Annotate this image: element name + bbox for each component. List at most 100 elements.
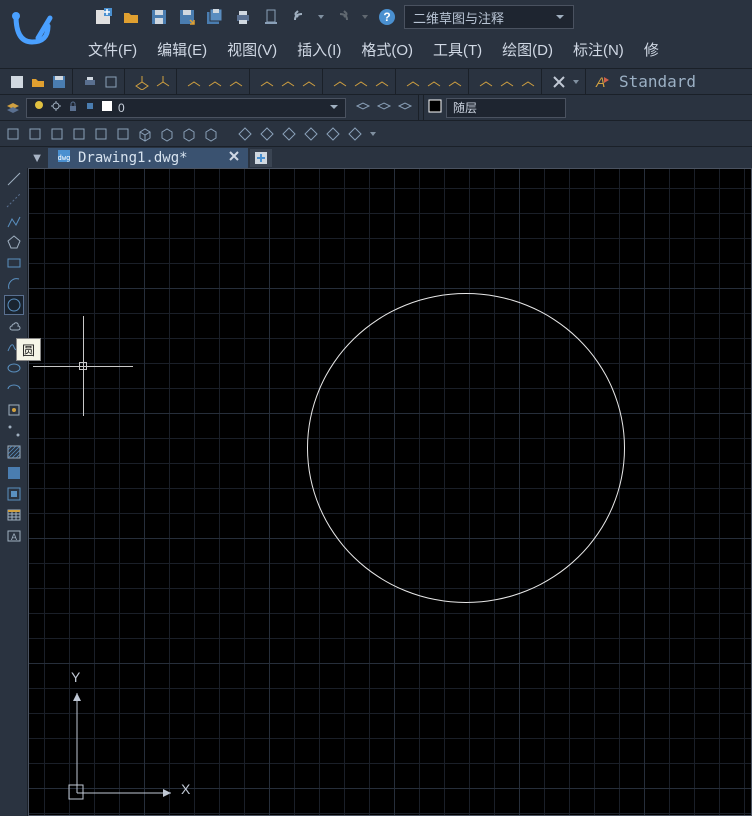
iso12-btn[interactable] bbox=[404, 73, 422, 91]
print-icon[interactable] bbox=[232, 6, 254, 28]
menu-dimension[interactable]: 标注(N) bbox=[573, 39, 624, 60]
revcloud-tool[interactable] bbox=[5, 317, 23, 335]
iso15-btn[interactable] bbox=[477, 73, 495, 91]
document-tab[interactable]: dwg Drawing1.dwg* bbox=[48, 148, 248, 168]
menu-insert[interactable]: 插入(I) bbox=[297, 39, 341, 60]
menu-draw[interactable]: 绘图(D) bbox=[502, 39, 553, 60]
vc8[interactable] bbox=[158, 125, 176, 143]
close-caret[interactable] bbox=[571, 73, 581, 91]
vc9[interactable] bbox=[180, 125, 198, 143]
iso1-btn[interactable] bbox=[133, 73, 151, 91]
text-tool[interactable]: A bbox=[5, 527, 23, 545]
block-tool[interactable] bbox=[5, 401, 23, 419]
layer-manager-icon[interactable] bbox=[4, 99, 22, 117]
hatch-tool[interactable] bbox=[5, 443, 23, 461]
iso5-btn[interactable] bbox=[227, 73, 245, 91]
vc7[interactable] bbox=[136, 125, 154, 143]
dia-caret[interactable] bbox=[368, 125, 378, 143]
undo-caret[interactable] bbox=[316, 6, 326, 28]
line-tool[interactable] bbox=[5, 170, 23, 188]
redo-icon[interactable] bbox=[332, 6, 354, 28]
dia3[interactable] bbox=[280, 125, 298, 143]
vc1[interactable] bbox=[4, 125, 22, 143]
dia2[interactable] bbox=[258, 125, 276, 143]
undo-icon[interactable] bbox=[288, 6, 310, 28]
new-icon[interactable] bbox=[92, 6, 114, 28]
rectangle-tool[interactable] bbox=[5, 254, 23, 272]
vc10[interactable] bbox=[202, 125, 220, 143]
table-tool[interactable] bbox=[5, 506, 23, 524]
dia4[interactable] bbox=[302, 125, 320, 143]
gradient-tool[interactable] bbox=[5, 464, 23, 482]
redo-caret[interactable] bbox=[360, 6, 370, 28]
iso8-btn[interactable] bbox=[300, 73, 318, 91]
dia6[interactable] bbox=[346, 125, 364, 143]
save-btn[interactable] bbox=[50, 73, 68, 91]
new-btn[interactable] bbox=[8, 73, 26, 91]
ucs-icon: X Y bbox=[51, 673, 191, 803]
polyline-tool[interactable] bbox=[5, 212, 23, 230]
open-btn[interactable] bbox=[29, 73, 47, 91]
iso9-btn[interactable] bbox=[331, 73, 349, 91]
close-icon[interactable] bbox=[228, 150, 240, 166]
iso14-btn[interactable] bbox=[446, 73, 464, 91]
polygon-tool[interactable] bbox=[5, 233, 23, 251]
menu-tools[interactable]: 工具(T) bbox=[433, 39, 482, 60]
iso13-btn[interactable] bbox=[425, 73, 443, 91]
iso16-btn[interactable] bbox=[498, 73, 516, 91]
iso11-btn[interactable] bbox=[373, 73, 391, 91]
lay1-btn[interactable] bbox=[354, 99, 372, 117]
print-preview-btn[interactable] bbox=[102, 73, 120, 91]
close-x-btn[interactable] bbox=[550, 73, 568, 91]
main-area: A X Y bbox=[0, 168, 752, 816]
drawn-circle[interactable] bbox=[307, 293, 625, 603]
iso6-btn[interactable] bbox=[258, 73, 276, 91]
lay2-btn[interactable] bbox=[375, 99, 393, 117]
plot-icon[interactable] bbox=[260, 6, 282, 28]
region-tool[interactable] bbox=[5, 485, 23, 503]
save-icon[interactable] bbox=[148, 6, 170, 28]
dia5[interactable] bbox=[324, 125, 342, 143]
ellipse-tool[interactable] bbox=[5, 359, 23, 377]
dwg-icon: dwg bbox=[56, 148, 72, 168]
menu-file[interactable]: 文件(F) bbox=[88, 39, 137, 60]
app-logo[interactable] bbox=[4, 4, 58, 54]
menu-view[interactable]: 视图(V) bbox=[227, 39, 277, 60]
menu-edit[interactable]: 编辑(E) bbox=[157, 39, 207, 60]
tab-add-button[interactable] bbox=[250, 149, 272, 167]
menu-format[interactable]: 格式(O) bbox=[361, 39, 413, 60]
vc6[interactable] bbox=[114, 125, 132, 143]
open-icon[interactable] bbox=[120, 6, 142, 28]
tab-caret-icon[interactable]: ▼ bbox=[30, 151, 44, 165]
arc-tool[interactable] bbox=[5, 275, 23, 293]
menu-modify[interactable]: 修 bbox=[644, 39, 659, 60]
save-all-icon[interactable] bbox=[204, 6, 226, 28]
layer-dropdown[interactable]: 0 bbox=[26, 98, 346, 118]
saveas-icon[interactable] bbox=[176, 6, 198, 28]
vc5[interactable] bbox=[92, 125, 110, 143]
ellipse-arc-tool[interactable] bbox=[5, 380, 23, 398]
toolbar-row-2: 0 随层 bbox=[0, 94, 752, 120]
bulb-icon bbox=[33, 100, 45, 115]
vc2[interactable] bbox=[26, 125, 44, 143]
drawing-canvas[interactable]: X Y bbox=[28, 168, 752, 816]
iso3-btn[interactable] bbox=[185, 73, 203, 91]
dia1[interactable] bbox=[236, 125, 254, 143]
lay3-btn[interactable] bbox=[396, 99, 414, 117]
iso2-btn[interactable] bbox=[154, 73, 172, 91]
linetype-dropdown[interactable]: 随层 bbox=[446, 98, 566, 118]
iso17-btn[interactable] bbox=[519, 73, 537, 91]
point-tool[interactable] bbox=[5, 422, 23, 440]
vc4[interactable] bbox=[70, 125, 88, 143]
iso7-btn[interactable] bbox=[279, 73, 297, 91]
crosshair-cursor bbox=[83, 366, 85, 368]
circle-tool[interactable] bbox=[5, 296, 23, 314]
text-style-icon[interactable]: A bbox=[594, 73, 612, 91]
iso10-btn[interactable] bbox=[352, 73, 370, 91]
vc3[interactable] bbox=[48, 125, 66, 143]
print-btn[interactable] bbox=[81, 73, 99, 91]
iso4-btn[interactable] bbox=[206, 73, 224, 91]
help-icon[interactable]: ? bbox=[376, 6, 398, 28]
xline-tool[interactable] bbox=[5, 191, 23, 209]
workspace-dropdown[interactable]: 二维草图与注释 bbox=[404, 5, 574, 29]
